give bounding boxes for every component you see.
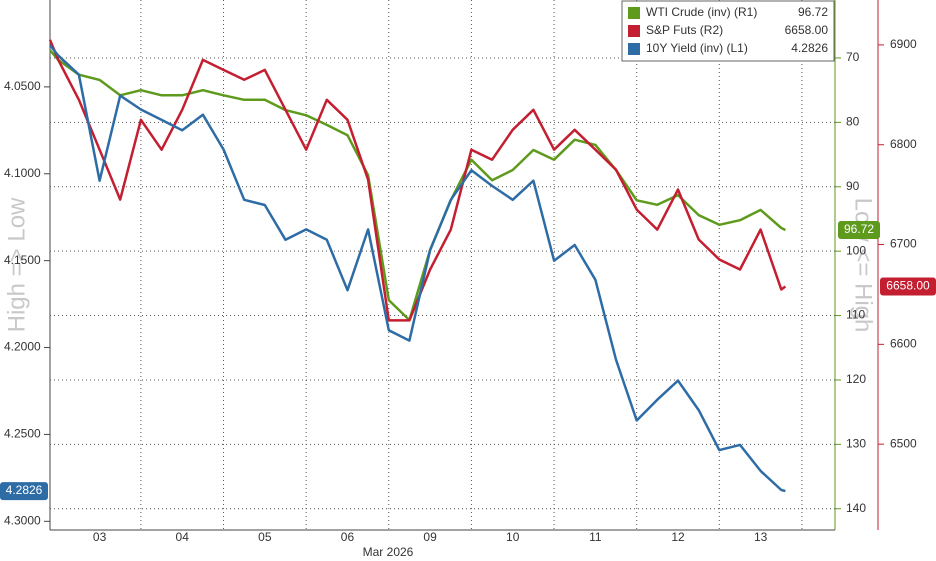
value-tag-label: 96.72 — [844, 222, 874, 236]
series-line — [49, 44, 786, 493]
y-tick-label: 4.2500 — [4, 427, 41, 441]
value-tag — [838, 221, 880, 240]
x-tick-label: 12 — [671, 530, 685, 544]
x-tick-label: 11 — [589, 530, 602, 544]
y-tick-label: 4.0500 — [4, 79, 41, 93]
x-tick-label: 06 — [341, 530, 355, 544]
x-tick-label: 05 — [258, 530, 272, 544]
legend-label: S&P Futs (R2) — [646, 23, 723, 37]
x-axis-label: Mar 2026 — [363, 545, 414, 559]
legend-value: 6658.00 — [785, 23, 829, 37]
y2-tick-label: 100 — [846, 243, 866, 257]
y2-tick-label: 90 — [846, 179, 860, 193]
y3-tick-label: 6800 — [890, 137, 917, 151]
y3-tick-label: 6500 — [890, 436, 917, 450]
legend-value: 4.2826 — [791, 41, 828, 55]
legend-label: 10Y Yield (inv) (L1) — [646, 41, 748, 55]
y2-tick-label: 70 — [846, 50, 860, 64]
y-tick-label: 4.2000 — [4, 340, 41, 354]
y2-tick-label: 120 — [846, 372, 866, 386]
value-tag — [0, 482, 48, 501]
series-line — [49, 49, 786, 322]
x-tick-label: 04 — [176, 530, 190, 544]
y-tick-label: 4.3000 — [4, 513, 41, 527]
x-tick-label: 09 — [423, 530, 437, 544]
legend-swatch — [628, 25, 640, 37]
right-axis-title: Low <= High — [850, 198, 877, 333]
y3-tick-label: 6600 — [890, 337, 917, 351]
y2-tick-label: 110 — [846, 308, 865, 322]
x-tick-label: 10 — [506, 530, 520, 544]
legend-box — [621, 0, 835, 62]
value-tag-label: 4.2826 — [6, 483, 43, 497]
y-tick-label: 4.1500 — [4, 253, 41, 267]
y2-tick-label: 140 — [846, 501, 866, 515]
y3-tick-label: 6700 — [890, 237, 917, 251]
legend-label: WTI Crude (inv) (R1) — [646, 5, 757, 19]
legend-value: 96.72 — [798, 5, 828, 19]
y3-tick-label: 6900 — [890, 37, 917, 51]
x-tick-label: 03 — [93, 530, 107, 544]
series-line — [48, 39, 787, 322]
value-tag — [880, 277, 936, 296]
y-tick-label: 4.1000 — [4, 166, 41, 180]
left-axis-title: High => Low — [3, 197, 30, 332]
legend-swatch — [628, 43, 640, 55]
legend-swatch — [628, 7, 640, 19]
value-tag-label: 6658.00 — [886, 279, 930, 293]
y2-tick-label: 80 — [846, 115, 860, 129]
y2-tick-label: 130 — [846, 437, 866, 451]
x-tick-label: 13 — [754, 530, 768, 544]
